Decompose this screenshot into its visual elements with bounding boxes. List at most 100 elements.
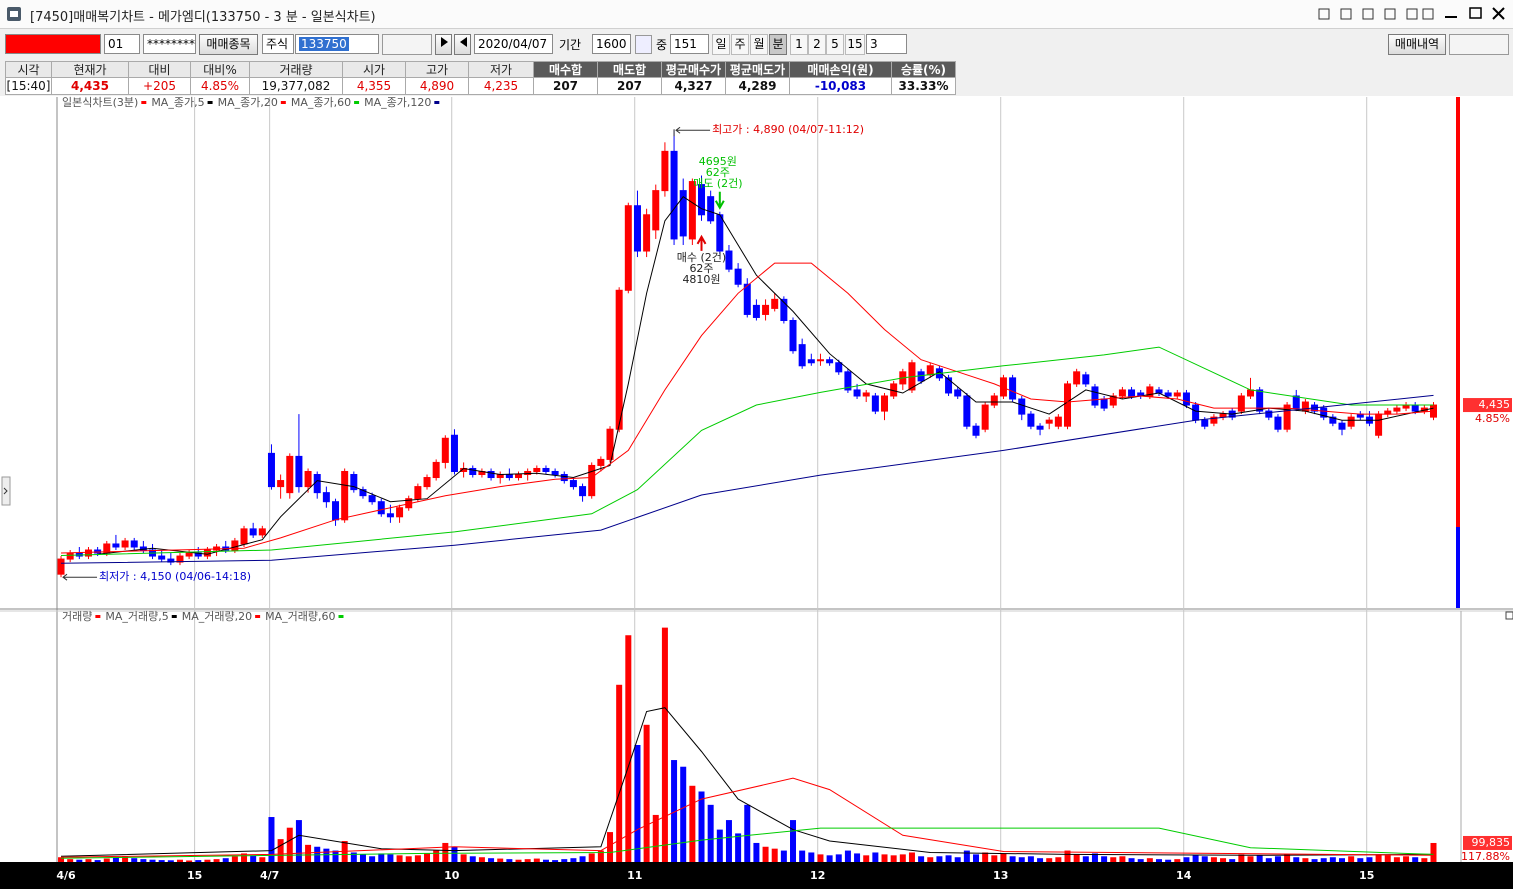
volume-bar bbox=[67, 859, 74, 862]
volume-bar bbox=[268, 817, 275, 862]
candle-body bbox=[1128, 389, 1136, 397]
interval-tab[interactable]: 1 bbox=[790, 34, 808, 55]
annotation: 최고가 : 4,890 (04/07-11:12) bbox=[712, 123, 864, 136]
market-select[interactable]: 주식 bbox=[262, 34, 294, 54]
period-input[interactable]: 1600 bbox=[592, 34, 631, 54]
volume-bar bbox=[250, 855, 257, 862]
candle-body bbox=[350, 474, 358, 491]
candle-body bbox=[771, 298, 779, 309]
candle-body bbox=[560, 474, 568, 482]
candle-body bbox=[441, 437, 449, 463]
candle-body bbox=[341, 470, 349, 521]
window-controls[interactable] bbox=[1315, 5, 1513, 25]
interval-tab[interactable]: 주 bbox=[731, 34, 749, 55]
volume-bar bbox=[744, 804, 751, 862]
account-name[interactable] bbox=[5, 34, 101, 54]
date-select[interactable]: 2020/04/07 bbox=[474, 34, 553, 54]
candle-body bbox=[1146, 386, 1154, 397]
ma-line bbox=[60, 777, 1434, 858]
candle-body bbox=[1091, 386, 1099, 406]
tool-icons[interactable] bbox=[1449, 34, 1509, 55]
stock-button[interactable]: 매매종목 bbox=[199, 34, 258, 55]
volume-bar bbox=[542, 859, 549, 862]
interval-tab[interactable]: 월 bbox=[750, 34, 768, 55]
legend-label: MA_종가,120 bbox=[364, 96, 431, 109]
x-tick-label: 4/7 bbox=[260, 869, 279, 882]
candle-body bbox=[258, 528, 266, 536]
candle-body bbox=[1375, 413, 1383, 436]
history-button[interactable]: 매매내역 bbox=[1388, 34, 1446, 55]
volume-bar bbox=[753, 842, 760, 862]
buy-arrow bbox=[696, 234, 707, 251]
candle-body bbox=[1045, 419, 1053, 424]
candle-body bbox=[1210, 416, 1218, 424]
interval-select[interactable]: 3 bbox=[866, 34, 907, 54]
volume-bar bbox=[478, 857, 485, 862]
volume-bar bbox=[286, 827, 293, 862]
info-header: 현재가 bbox=[52, 61, 129, 78]
info-header: 매수합 bbox=[534, 61, 598, 78]
candle-body bbox=[322, 492, 330, 503]
trade-label: 62주 bbox=[706, 166, 730, 179]
candle-body bbox=[633, 205, 641, 252]
volume-bar bbox=[85, 859, 92, 862]
info-value: 4,435 bbox=[52, 78, 129, 95]
volume-bar bbox=[424, 853, 431, 862]
interval-tab[interactable]: 5 bbox=[826, 34, 844, 55]
interval-tab[interactable]: 분 bbox=[769, 34, 787, 55]
info-header: 거래량 bbox=[250, 61, 343, 78]
volume-bar bbox=[131, 858, 138, 862]
volume-bar bbox=[735, 833, 742, 862]
volume-bar bbox=[1000, 853, 1007, 862]
chart: 4/6 15 4/7 10 11 12 13 14 15 일본식차트(3분) MA_종가,5 MA_종… bbox=[0, 96, 1513, 889]
period-tool[interactable] bbox=[635, 35, 652, 54]
info-value: 33.33% bbox=[892, 78, 956, 95]
info-value: 4,890 bbox=[406, 78, 469, 95]
interval-tab[interactable]: 일 bbox=[712, 34, 730, 55]
volume-bar bbox=[1293, 857, 1300, 862]
prev-button[interactable] bbox=[454, 34, 471, 55]
volume-bar bbox=[625, 635, 632, 862]
volume-bar bbox=[1119, 856, 1126, 862]
volume-bar bbox=[469, 856, 476, 862]
period-label: 기간 bbox=[559, 38, 582, 52]
candle-body bbox=[1018, 398, 1026, 415]
candle-body bbox=[414, 486, 422, 500]
volume-bar bbox=[1375, 854, 1382, 862]
count-input[interactable]: 151 bbox=[670, 34, 709, 54]
volume-bar bbox=[1430, 842, 1437, 862]
candle-body bbox=[1256, 389, 1264, 412]
legend-swatch bbox=[434, 101, 440, 104]
panel-close[interactable] bbox=[1505, 611, 1513, 620]
ma-line bbox=[60, 346, 1434, 556]
candle-body bbox=[368, 495, 376, 503]
next-button[interactable] bbox=[435, 34, 452, 55]
interval-tab[interactable]: 15 bbox=[845, 34, 865, 55]
legend-swatch bbox=[354, 101, 360, 104]
side-toggle[interactable] bbox=[1, 476, 11, 506]
info-header: 매도합 bbox=[598, 61, 662, 78]
interval-tab[interactable]: 2 bbox=[808, 34, 826, 55]
volume-bar bbox=[771, 848, 778, 862]
trade-label: 62주 bbox=[689, 262, 713, 275]
volume-bar bbox=[103, 858, 110, 862]
range-bar-up bbox=[1456, 97, 1460, 527]
candle-body bbox=[487, 470, 495, 479]
volume-bar bbox=[277, 839, 284, 862]
candle-body bbox=[606, 428, 614, 460]
volume-bar bbox=[1101, 856, 1108, 862]
code-input[interactable]: 133750 bbox=[295, 34, 379, 54]
volume-bar bbox=[597, 850, 604, 862]
volume-bar bbox=[881, 854, 888, 862]
volume-bar bbox=[1073, 854, 1080, 862]
volume-bar bbox=[140, 859, 147, 862]
candle-body bbox=[734, 268, 742, 285]
volume-bar bbox=[359, 854, 366, 862]
volume-bar bbox=[241, 853, 248, 862]
legend-label: MA_거래량,20 bbox=[182, 610, 252, 623]
last-change-label: 4.85% bbox=[1475, 412, 1510, 425]
search-tools[interactable] bbox=[382, 34, 432, 55]
password-input[interactable]: ******** bbox=[143, 34, 196, 54]
account-select[interactable]: 01 bbox=[104, 34, 140, 54]
volume-bar bbox=[1265, 858, 1272, 862]
